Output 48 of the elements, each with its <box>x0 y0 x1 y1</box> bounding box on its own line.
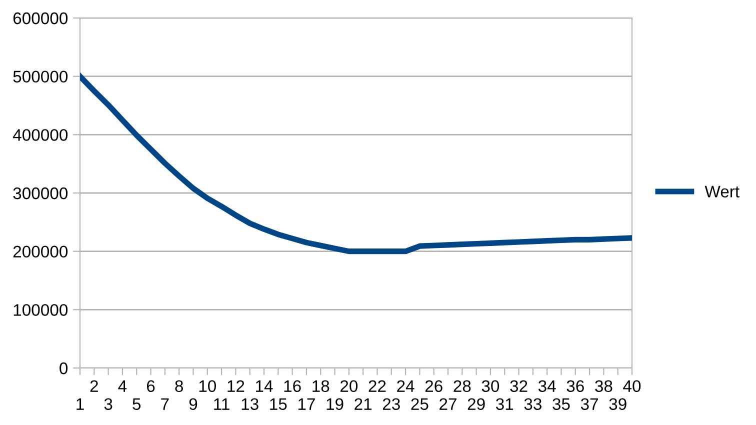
x-tick-label: 10 <box>199 380 216 392</box>
x-tick-label: 21 <box>354 398 372 410</box>
x-tick-label: 29 <box>468 398 485 410</box>
x-tick-label: 30 <box>482 380 500 392</box>
x-tick-label: 5 <box>132 398 141 410</box>
y-tick-label: 0 <box>60 362 68 374</box>
x-tick-label: 12 <box>228 380 244 392</box>
y-tick-label: 200000 <box>13 246 68 258</box>
x-tick-label: 34 <box>538 380 556 392</box>
x-tick-label: 8 <box>175 380 183 392</box>
y-tick-label: 400000 <box>12 129 68 141</box>
x-tick-label: 27 <box>440 398 456 410</box>
x-tick-label: 20 <box>340 380 358 392</box>
y-tick-label: 300000 <box>13 187 68 200</box>
x-tick-label: 16 <box>284 380 301 392</box>
x-tick-label: 37 <box>580 398 598 410</box>
x-tick-label: 2 <box>90 380 98 392</box>
x-tick-label: 36 <box>566 380 584 392</box>
x-tick-label: 7 <box>161 398 169 410</box>
legend-label: Wert <box>704 186 740 198</box>
x-tick-label: 38 <box>595 380 612 392</box>
x-tick-label: 1 <box>76 398 84 410</box>
x-tick-label: 22 <box>368 380 386 392</box>
y-tick-label: 100000 <box>14 304 68 316</box>
x-tick-label: 19 <box>326 398 344 410</box>
x-tick-label: 18 <box>312 380 330 392</box>
x-tick-label: 32 <box>510 380 528 392</box>
x-tick-label: 17 <box>298 398 315 410</box>
x-tick-label: 14 <box>256 380 273 392</box>
x-tick-label: 23 <box>382 398 400 410</box>
x-tick-label: 24 <box>397 380 414 392</box>
x-tick-label: 25 <box>411 398 428 410</box>
y-tick-label: 500000 <box>13 70 68 83</box>
x-tick-label: 26 <box>425 380 442 392</box>
x-tick-label: 33 <box>524 398 542 410</box>
x-tick-label: 13 <box>242 398 258 410</box>
x-tick-label: 4 <box>118 380 127 392</box>
x-tick-label: 15 <box>270 398 287 410</box>
x-tick-label: 11 <box>214 398 230 410</box>
x-tick-label: 3 <box>104 398 112 410</box>
x-tick-label: 35 <box>552 398 570 410</box>
x-tick-label: 28 <box>454 380 471 392</box>
x-tick-label: 9 <box>189 398 198 410</box>
x-tick-label: 39 <box>609 398 626 410</box>
x-tick-label: 31 <box>496 398 514 410</box>
y-tick-label: 600000 <box>13 12 68 24</box>
x-tick-label: 6 <box>146 380 155 392</box>
x-tick-label: 40 <box>623 380 641 392</box>
